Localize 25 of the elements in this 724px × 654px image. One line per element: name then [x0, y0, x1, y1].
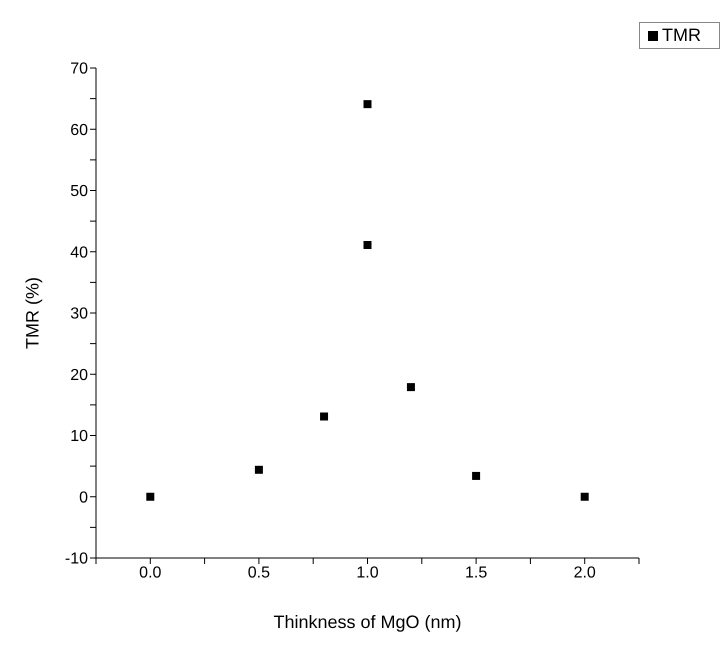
y-tick-label: -10 — [64, 550, 88, 568]
point — [254, 466, 263, 474]
legend-label: TMR — [662, 25, 701, 45]
point — [364, 241, 372, 250]
y-tick-label: 0 — [79, 489, 88, 506]
y-tick-label: 10 — [70, 428, 88, 446]
y-axis-title: TMR (%) — [22, 277, 42, 349]
x-tick-label: 0.5 — [248, 564, 270, 582]
x-tick-label: 1.5 — [464, 564, 488, 582]
y-tick-label: 40 — [70, 244, 88, 262]
point — [364, 100, 372, 108]
y-tick-label: 70 — [70, 60, 88, 78]
x-tick-label: 2.0 — [574, 564, 596, 582]
point — [320, 412, 328, 421]
x-tick-label: 0.0 — [139, 564, 162, 582]
y-tick-label: 20 — [70, 366, 88, 384]
x-tick-label: 1.0 — [356, 564, 379, 582]
point — [580, 492, 589, 501]
y-tick-label: 30 — [70, 306, 88, 323]
point — [146, 492, 154, 501]
point — [406, 383, 415, 392]
y-tick-label: 60 — [70, 122, 88, 139]
point — [472, 472, 480, 480]
y-tick-label: 50 — [70, 183, 88, 200]
x-axis-title: Thinkness of MgO (nm) — [273, 612, 462, 632]
